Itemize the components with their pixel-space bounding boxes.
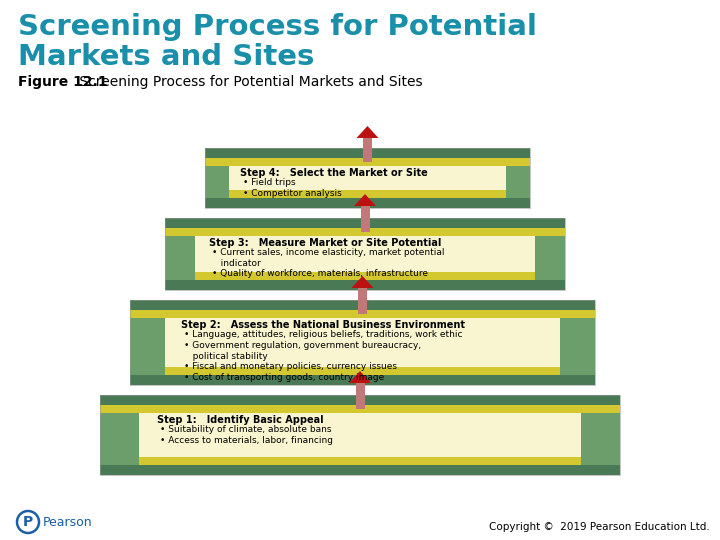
Text: Figure 12.1: Figure 12.1 (18, 75, 107, 89)
Bar (165, 272, 565, 280)
Bar (130, 375, 595, 385)
Text: Step 2:   Assess the National Business Environment: Step 2: Assess the National Business Env… (181, 320, 464, 330)
Text: Copyright ©  2019 Pearson Education Ltd.: Copyright © 2019 Pearson Education Ltd. (490, 522, 710, 532)
Text: Pearson: Pearson (43, 516, 93, 529)
Bar (100, 465, 620, 475)
Bar (205, 148, 530, 208)
Bar (205, 158, 230, 198)
Bar (130, 310, 165, 375)
Text: • Cost of transporting goods, country image: • Cost of transporting goods, country im… (184, 373, 384, 382)
Bar (130, 300, 595, 385)
Bar (165, 280, 565, 290)
Bar (130, 300, 595, 310)
Bar (205, 148, 530, 158)
Text: • Access to materials, labor, financing: • Access to materials, labor, financing (160, 436, 333, 445)
Polygon shape (351, 276, 374, 288)
Text: Step 1:   Identify Basic Appeal: Step 1: Identify Basic Appeal (157, 415, 323, 425)
Bar (165, 228, 565, 236)
Bar (560, 310, 595, 375)
Bar (363, 138, 372, 162)
Bar (165, 218, 565, 228)
Bar (230, 166, 505, 190)
Polygon shape (349, 371, 371, 383)
Bar (165, 318, 560, 367)
Text: Step 3:   Measure Market or Site Potential: Step 3: Measure Market or Site Potential (209, 238, 441, 248)
Bar (205, 198, 530, 208)
Text: • Fiscal and monetary policies, currency issues: • Fiscal and monetary policies, currency… (184, 362, 397, 371)
Bar (195, 236, 535, 272)
Bar (139, 413, 581, 457)
Bar (165, 228, 195, 280)
Bar (130, 310, 595, 318)
Bar (100, 395, 620, 405)
Bar (535, 228, 565, 280)
Text: Screening Process for Potential: Screening Process for Potential (18, 13, 537, 41)
Text: P: P (23, 515, 33, 529)
Bar (205, 190, 530, 198)
Bar (358, 288, 367, 314)
Text: • Suitability of climate, absolute bans: • Suitability of climate, absolute bans (160, 425, 331, 434)
Text: • Field trips: • Field trips (243, 178, 296, 187)
Bar (361, 206, 369, 232)
Bar (100, 457, 620, 465)
Bar (581, 405, 620, 465)
Text: • Language, attitudes, religious beliefs, traditions, work ethic: • Language, attitudes, religious beliefs… (184, 330, 462, 339)
Text: • Current sales, income elasticity, market potential
   indicator: • Current sales, income elasticity, mark… (212, 248, 444, 268)
Bar (356, 383, 364, 409)
Polygon shape (356, 126, 379, 138)
Bar (100, 405, 620, 413)
Bar (505, 158, 530, 198)
Text: Step 4:   Select the Market or Site: Step 4: Select the Market or Site (240, 168, 428, 178)
Bar (165, 218, 565, 290)
Text: • Quality of workforce, materials, infrastructure: • Quality of workforce, materials, infra… (212, 269, 428, 278)
Polygon shape (354, 194, 376, 206)
Text: • Government regulation, government bureaucracy,
   political stability: • Government regulation, government bure… (184, 341, 420, 361)
Text: Screening Process for Potential Markets and Sites: Screening Process for Potential Markets … (75, 75, 423, 89)
Bar (100, 405, 139, 465)
Bar (205, 158, 530, 166)
Bar (100, 395, 620, 475)
Bar (130, 367, 595, 375)
Text: Markets and Sites: Markets and Sites (18, 43, 315, 71)
Text: • Competitor analysis: • Competitor analysis (243, 189, 342, 198)
